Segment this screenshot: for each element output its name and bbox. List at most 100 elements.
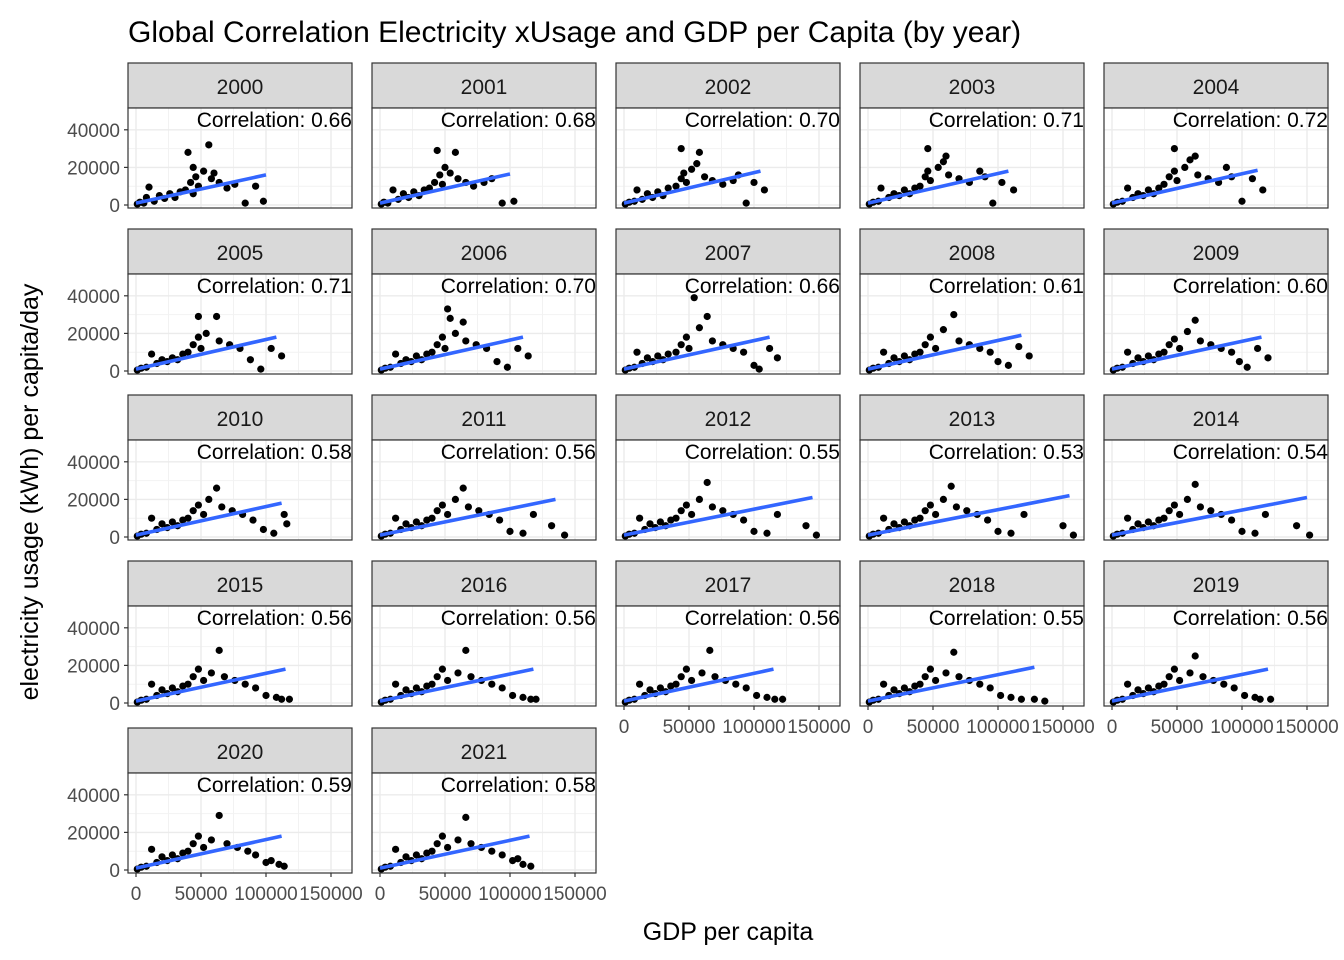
data-point <box>1160 348 1168 356</box>
data-point <box>194 665 202 673</box>
data-point <box>950 648 958 656</box>
facet-strip-label: 2006 <box>461 242 508 265</box>
facet-strip-label: 2005 <box>217 242 264 265</box>
data-point <box>1015 342 1023 351</box>
correlation-label: Correlation: 0.72 <box>1173 109 1328 132</box>
data-point <box>428 847 436 855</box>
trend-line <box>867 169 1009 205</box>
data-point <box>194 501 202 509</box>
data-point <box>1059 522 1067 530</box>
panel-border <box>859 439 1085 541</box>
data-point <box>218 503 226 511</box>
data-point <box>412 518 420 526</box>
data-point <box>708 337 717 345</box>
data-point <box>428 348 436 356</box>
data-point <box>677 673 685 681</box>
data-point <box>389 186 397 194</box>
data-point <box>732 680 740 688</box>
panel-border <box>371 273 597 375</box>
trend-line <box>379 497 556 537</box>
data-point <box>446 169 454 177</box>
facet-panel-2005: 2005 Correlation: 0.71 0 20000 40000 <box>67 228 353 383</box>
trend-line <box>379 335 524 371</box>
panel-background <box>128 108 352 208</box>
facet-panel-2013: 2013 Correlation: 0.53 <box>859 394 1085 541</box>
data-point <box>1069 531 1077 539</box>
panel-border <box>127 107 353 209</box>
panel-border <box>371 439 597 541</box>
x-tick-label: 150000 <box>1275 717 1338 738</box>
data-point <box>646 686 654 694</box>
data-point <box>900 684 909 692</box>
data-point <box>695 148 704 156</box>
data-point <box>459 484 467 492</box>
data-point <box>189 673 197 681</box>
trend-line <box>135 335 277 371</box>
data-point <box>643 354 652 362</box>
data-point <box>1191 480 1199 488</box>
x-axis-label: GDP per capita <box>643 918 814 946</box>
data-point <box>680 169 688 177</box>
data-point <box>753 691 761 700</box>
data-point <box>1293 522 1301 530</box>
data-point <box>561 531 569 539</box>
data-point <box>1017 695 1025 703</box>
data-point <box>939 326 948 334</box>
correlation-label: Correlation: 0.70 <box>685 109 840 132</box>
facet-panel-2015: 2015 Correlation: 0.56 0 20000 40000 <box>67 560 353 715</box>
data-point <box>976 167 984 175</box>
data-point <box>184 148 192 156</box>
correlation-label: Correlation: 0.71 <box>197 275 352 298</box>
facet-panel-2017: 2017 Correlation: 0.56 <box>615 560 841 707</box>
data-point <box>1186 669 1194 677</box>
data-point <box>955 337 963 345</box>
data-point <box>698 669 706 677</box>
data-point <box>1228 348 1236 356</box>
data-point <box>719 507 727 515</box>
data-point <box>519 860 527 868</box>
data-point <box>548 522 556 530</box>
correlation-label: Correlation: 0.60 <box>1173 275 1328 298</box>
data-point <box>900 186 909 194</box>
panel-border <box>615 439 841 541</box>
data-point <box>688 510 696 519</box>
facet-strip-label: 2016 <box>461 574 508 597</box>
data-point <box>711 673 719 681</box>
data-point <box>1134 686 1142 694</box>
facet-strip <box>371 560 597 607</box>
data-point <box>701 173 709 181</box>
data-point <box>158 686 166 694</box>
data-point <box>1160 680 1168 688</box>
data-point <box>950 311 958 319</box>
correlation-label: Correlation: 0.53 <box>929 441 1084 464</box>
data-point <box>1124 680 1132 688</box>
facet-panel-2007: 2007 Correlation: 0.66 <box>615 228 841 375</box>
data-point <box>742 684 750 692</box>
trend-line <box>1111 168 1258 205</box>
data-point <box>189 341 197 349</box>
facet-panel-2006: 2006 Correlation: 0.70 <box>371 228 597 375</box>
data-point <box>446 314 454 322</box>
data-point <box>194 832 202 840</box>
data-point <box>1264 354 1272 362</box>
trend-line <box>623 667 774 703</box>
data-point <box>475 507 483 515</box>
facet-panel-2018: 2018 Correlation: 0.55 <box>859 560 1085 707</box>
facet-strip-label: 2019 <box>1193 574 1240 597</box>
panel-border <box>615 107 841 209</box>
data-point <box>438 665 446 673</box>
data-point <box>202 329 210 337</box>
data-point <box>1222 163 1230 171</box>
data-point <box>1007 693 1015 701</box>
data-point <box>467 673 475 681</box>
data-point <box>412 352 420 360</box>
facet-panel-2010: 2010 Correlation: 0.58 0 20000 40000 <box>67 394 353 549</box>
facet-strip <box>127 394 353 441</box>
trend-line <box>379 172 511 205</box>
data-point <box>444 843 452 852</box>
data-point <box>708 503 717 511</box>
data-point <box>259 525 267 534</box>
x-tick-label: 0 <box>1107 717 1118 738</box>
data-point <box>441 163 449 171</box>
trend-line <box>379 667 534 703</box>
